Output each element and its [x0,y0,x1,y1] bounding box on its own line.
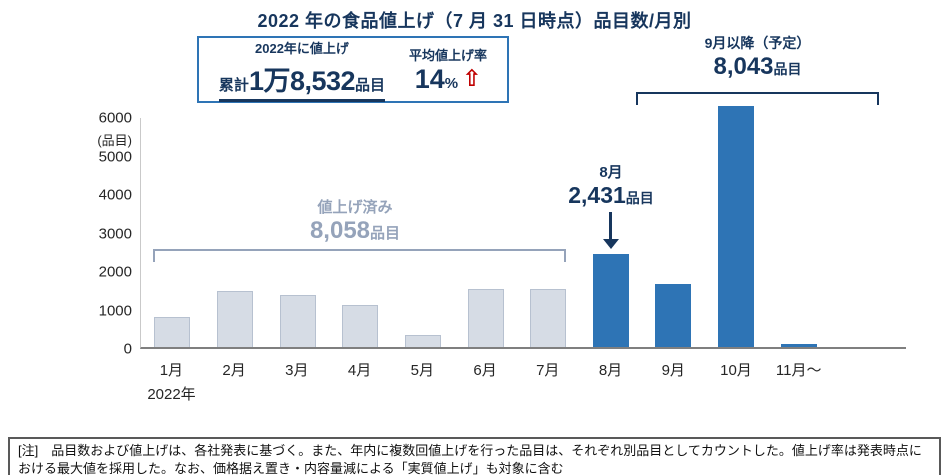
august-value: 2,431 [568,182,626,208]
y-tick-label: 3000 [98,225,132,242]
down-arrow-head-icon [603,239,619,249]
done-annotation: 値上げ済み 8,058品目 [250,196,460,245]
x-tick-label: 6月 [473,362,497,379]
cumulative-summary: 2022年に値上げ 累計1万8,532品目 [218,38,386,102]
rate-up-arrow-icon: ⇧ [462,64,482,91]
rate-heading: 平均値上げ率 [409,47,488,63]
forecast-unit: 品目 [773,61,802,77]
bar-2月 [216,291,253,347]
bar-10月 [718,106,755,347]
y-axis-ticks: 0 1000 2000 3000 4000 5000 6000 [60,110,132,358]
cumulative-value: 1万8,532 [248,65,356,96]
bar-1月 [154,317,191,347]
cumulative-unit: 品目 [355,76,386,94]
rate-line: 14% ⇧ [415,64,482,94]
bar-slot [517,118,580,347]
august-label: 8月 [599,164,623,181]
bar-slot [266,118,329,347]
bar-5月 [404,335,441,347]
y-tick-label: 2000 [98,263,132,281]
bar-slot [454,118,517,347]
bar-slot [579,118,642,347]
rate-unit: % [444,74,459,92]
note-text: [注] 品目数および値上げは、各社発表に基づく。また、年内に複数回値上げを行った… [18,443,922,475]
august-annotation: 8月 2,431品目 [556,161,666,209]
done-label: 値上げ済み [317,199,393,216]
done-line: 8,058品目 [310,217,401,244]
x-axis-labels: 1月 2月 3月 4月 5月 6月 7月 8月 9月 10月 11月～ [140,359,830,380]
bar-slot [329,118,392,347]
y-tick-label: 6000 [98,109,132,127]
forecast-line: 8,043品目 [713,53,802,80]
x-tick-label: 1月 [159,362,184,379]
y-tick-label: 1000 [98,302,132,319]
done-unit: 品目 [370,225,401,242]
x-tick-label: 9月 [661,362,685,379]
y-tick-label: 5000 [98,148,132,165]
x-tick-label: 11月～ [775,362,822,379]
bar-slot [204,118,267,347]
bar-slot [642,118,705,347]
done-value: 8,058 [309,217,371,244]
august-line: 2,431品目 [568,182,654,208]
year-label: 2022年 [147,386,196,403]
done-bracket [153,249,566,262]
note-box: [注] 品目数および値上げは、各社発表に基づく。また、年内に複数回値上げを行った… [8,437,941,475]
august-unit: 品目 [625,190,654,206]
x-tick-label: 2月 [222,362,246,379]
forecast-label: 9月以降（予定） [704,35,811,51]
x-tick-label: 4月 [347,362,372,379]
bar-7月 [530,289,567,347]
forecast-annotation: 9月以降（予定） 8,043品目 [636,33,879,81]
x-tick-label: 7月 [536,362,560,379]
bar-slot [767,118,830,347]
bar-slot [141,118,204,347]
x-tick-label: 5月 [410,362,434,379]
bar-6月 [467,289,504,347]
cumulative-prefix: 累計 [218,76,249,94]
x-axis-baseline-extension [830,347,906,349]
forecast-value: 8,043 [713,53,774,80]
bar-11月～ [780,344,817,347]
rate-summary: 平均値上げ率 14% ⇧ [409,45,487,95]
y-tick-label: 4000 [98,186,132,204]
rate-value: 14 [414,63,445,94]
plot-area [140,106,830,349]
x-tick-label: 8月 [598,362,623,379]
y-tick-label: 0 [123,340,132,358]
bar-slot [705,106,768,347]
y-axis-unit-label: (品目) [97,133,132,148]
summary-box: 2022年に値上げ 累計1万8,532品目 平均値上げ率 14% ⇧ [197,36,509,103]
chart-title: 2022 年の食品値上げ（7 月 31 日時点）品目数/月別 [257,11,692,31]
x-tick-label: 3月 [285,362,309,379]
bar-9月 [655,284,692,347]
cumulative-heading: 2022年に値上げ [255,40,349,56]
x-tick-label: 10月 [720,362,752,379]
forecast-bracket [636,92,879,105]
down-arrow-icon [609,212,612,240]
bar-4月 [342,305,379,347]
bar-8月 [592,254,629,347]
cumulative-line: 累計1万8,532品目 [218,59,386,102]
bar-slot [392,118,455,347]
bar-3月 [279,295,316,347]
